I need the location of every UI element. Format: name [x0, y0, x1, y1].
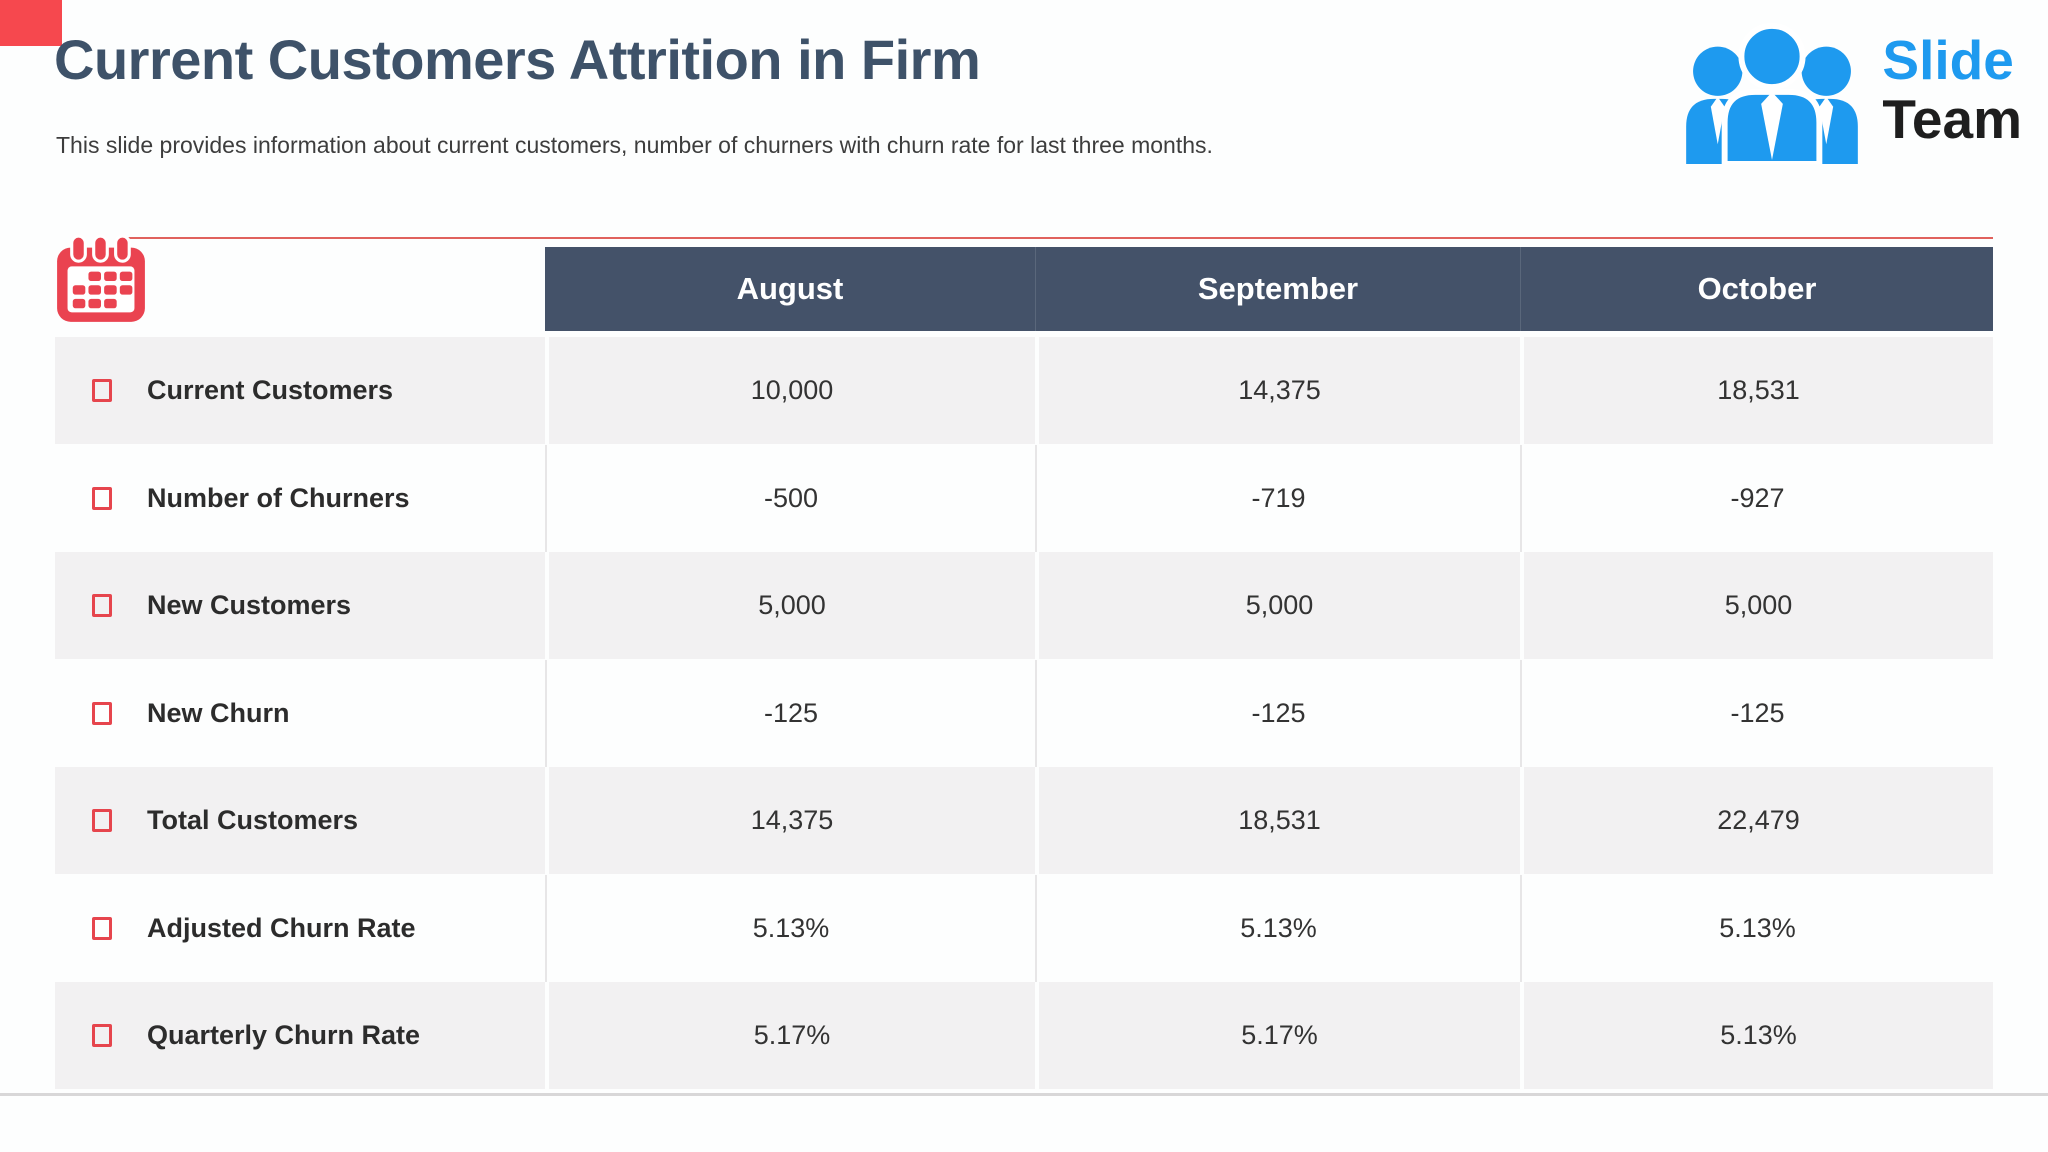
square-bullet-icon — [92, 809, 112, 832]
row-label: New Churn — [147, 697, 290, 728]
column-header-august: August — [545, 247, 1035, 331]
page-subtitle: This slide provides information about cu… — [56, 132, 1213, 158]
cell-value: 5.13% — [1035, 874, 1520, 982]
row-label-cell: Quarterly Churn Rate — [55, 982, 545, 1089]
row-label-cell: New Customers — [55, 552, 545, 659]
corner-accent-square — [0, 0, 62, 46]
column-header-september: September — [1035, 247, 1520, 331]
row-label: Quarterly Churn Rate — [147, 1020, 421, 1050]
cell-value: 5.17% — [1035, 982, 1520, 1089]
square-bullet-icon — [92, 1024, 112, 1047]
cell-value: 18,531 — [1035, 767, 1520, 874]
slideteam-logo: Slide Team — [1672, 16, 2022, 164]
table-row: New Churn -125 -125 -125 — [55, 659, 1993, 767]
cell-value: -125 — [545, 659, 1035, 767]
logo-word-slide: Slide — [1882, 28, 2014, 91]
table-header-row: August September October — [55, 247, 1993, 331]
red-divider-line — [118, 237, 1993, 239]
cell-value: 14,375 — [545, 767, 1035, 874]
bottom-divider-line — [0, 1093, 2048, 1096]
square-bullet-icon — [92, 916, 112, 940]
column-header-october: October — [1520, 247, 1993, 331]
cell-value: 5.17% — [545, 982, 1035, 1089]
cell-value: -719 — [1035, 444, 1520, 552]
table-row: Quarterly Churn Rate 5.17% 5.17% 5.13% — [55, 982, 1993, 1089]
cell-value: 5.13% — [1520, 874, 1993, 982]
cell-value: 14,375 — [1035, 337, 1520, 444]
table-row: Number of Churners -500 -719 -927 — [55, 444, 1993, 552]
page-title: Current Customers Attrition in Firm — [54, 28, 981, 91]
calendar-icon — [57, 234, 145, 322]
row-label: Number of Churners — [147, 482, 410, 513]
row-label: Adjusted Churn Rate — [147, 912, 416, 943]
cell-value: -927 — [1520, 444, 1993, 552]
cell-value: 18,531 — [1520, 337, 1993, 444]
cell-value: 5.13% — [545, 874, 1035, 982]
table-row: Adjusted Churn Rate 5.13% 5.13% 5.13% — [55, 874, 1993, 982]
row-label-cell: Total Customers — [55, 767, 545, 874]
logo-word-team: Team — [1882, 88, 2022, 150]
logo-wordmark: Slide Team — [1882, 28, 2022, 150]
row-label-cell: Current Customers — [55, 337, 545, 444]
cell-value: -125 — [1520, 659, 1993, 767]
cell-value: 5,000 — [1520, 552, 1993, 659]
row-label-cell: Adjusted Churn Rate — [55, 875, 545, 982]
row-label: Current Customers — [147, 375, 394, 405]
cell-value: 5,000 — [545, 552, 1035, 659]
square-bullet-icon — [92, 701, 112, 725]
square-bullet-icon — [92, 379, 112, 402]
row-label: Total Customers — [147, 805, 359, 835]
table-row: New Customers 5,000 5,000 5,000 — [55, 552, 1993, 659]
table-body: Current Customers 10,000 14,375 18,531 N… — [55, 337, 1993, 1089]
row-label-cell: New Churn — [55, 660, 545, 767]
attrition-table: August September October Current Custome… — [55, 247, 1993, 1090]
table-header-spacer — [55, 247, 545, 331]
cell-value: -125 — [1035, 659, 1520, 767]
cell-value: 5,000 — [1035, 552, 1520, 659]
square-bullet-icon — [92, 594, 112, 617]
row-label: New Customers — [147, 590, 352, 620]
cell-value: 10,000 — [545, 337, 1035, 444]
row-label-cell: Number of Churners — [55, 445, 545, 552]
table-row: Total Customers 14,375 18,531 22,479 — [55, 767, 1993, 874]
cell-value: -500 — [545, 444, 1035, 552]
table-row: Current Customers 10,000 14,375 18,531 — [55, 337, 1993, 444]
cell-value: 22,479 — [1520, 767, 1993, 874]
people-icon — [1686, 22, 1859, 164]
cell-value: 5.13% — [1520, 982, 1993, 1089]
square-bullet-icon — [92, 486, 112, 510]
